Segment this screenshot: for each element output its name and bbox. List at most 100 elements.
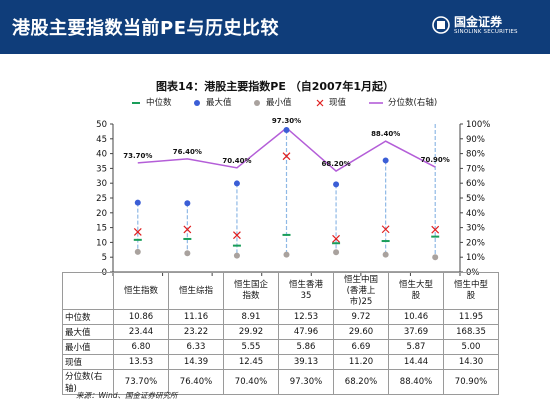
table-cell: 68.20% — [333, 369, 389, 395]
max-point — [333, 181, 340, 188]
current-mark — [183, 225, 192, 234]
min-point — [382, 251, 389, 258]
table-cell: 11.95 — [443, 309, 499, 325]
table-cell: 12.45 — [223, 354, 279, 370]
table-row-label: 最小值 — [62, 339, 114, 355]
percentile-data-label: 73.70% — [123, 152, 152, 160]
table-cell: 23.22 — [168, 324, 224, 340]
table-cell: 97.30% — [278, 369, 334, 395]
y2-tick-label: 30% — [466, 224, 485, 234]
table-cell: 47.96 — [278, 324, 334, 340]
table-cell: 88.40% — [388, 369, 444, 395]
table-cell: 5.00 — [443, 339, 499, 355]
table-cell: 8.91 — [223, 309, 279, 325]
y-tick-label: 40 — [96, 150, 107, 160]
table-row-label: 现值 — [62, 354, 114, 370]
table-cell: 5.86 — [278, 339, 334, 355]
min-point — [432, 254, 439, 261]
y-tick-label: 20 — [96, 209, 107, 219]
y2-tick-label: 80% — [466, 150, 485, 160]
table-cell: 5.87 — [388, 339, 444, 355]
max-point — [184, 200, 191, 207]
table-header-cell: 恒生中型股 — [443, 272, 499, 310]
category-label: 恒生香港 — [288, 280, 323, 290]
y-tick-label: 15 — [96, 224, 107, 234]
table-header-cell: 恒生综指 — [168, 272, 224, 310]
sinolink-logo-icon — [432, 16, 450, 34]
table-cell: 13.53 — [113, 354, 169, 370]
table-row: 中位数 10.86 11.16 8.91 12.53 9.72 10.46 11… — [62, 309, 499, 325]
min-point — [233, 252, 240, 259]
min-point — [333, 249, 340, 256]
max-dot-icon — [194, 99, 200, 106]
category-label: 市)25 — [349, 296, 373, 307]
y-tick-label: 30 — [96, 179, 107, 189]
source-note: 来源：Wind、国金证券研究所 — [76, 391, 178, 400]
category-label: 恒生中型 — [453, 280, 488, 290]
table-header-cell: 恒生国企 指数 — [223, 272, 279, 310]
max-point — [283, 127, 290, 134]
percentile-data-label: 70.90% — [421, 156, 450, 164]
table-cell: 29.60 — [333, 324, 389, 340]
table-cell: 6.80 — [113, 339, 169, 355]
y2-tick-label: 100% — [466, 120, 490, 130]
category-label: 恒生综指 — [178, 285, 213, 296]
current-mark — [381, 225, 390, 234]
table-cell: 70.40% — [223, 369, 279, 395]
percentile-data-label: 88.40% — [371, 130, 400, 138]
current-cross-icon — [316, 99, 324, 106]
data-table: 恒生指数 恒生综指 恒生国企 指数 恒生香港 35 恒生中国 (香港上 市)25 恒生大… — [62, 272, 499, 395]
table-cell: 6.69 — [333, 339, 389, 355]
brand-logo: 国金证券 SINOLINK SECURITIES — [432, 13, 544, 41]
y2-tick-label: 60% — [466, 179, 485, 189]
table-row-label: 最大值 — [62, 324, 114, 340]
table-header-cell: 恒生中国 (香港上 市)25 — [333, 272, 389, 310]
table-cell: 168.35 — [443, 324, 499, 340]
table-cell: 11.20 — [333, 354, 389, 370]
table-cell: 39.13 — [278, 354, 334, 370]
legend-item-min: 最小值 — [252, 96, 292, 110]
legend-item-max: 最大值 — [192, 96, 232, 110]
min-point — [134, 248, 141, 255]
min-dot-icon — [254, 99, 260, 106]
y-tick-label: 35 — [96, 164, 107, 174]
y2-tick-label: 20% — [466, 238, 485, 248]
table-cell: 9.72 — [333, 309, 389, 325]
table-cell: 10.46 — [388, 309, 444, 325]
category-label: 指数 — [242, 291, 260, 301]
table-row: 现值 13.53 14.39 12.45 39.13 11.20 14.44 1… — [62, 354, 499, 370]
table-cell: 12.53 — [278, 309, 334, 325]
table-cell: 73.70% — [113, 369, 169, 395]
min-point — [283, 251, 290, 258]
chart-title: 图表14：港股主要指数PE （自2007年1月起） — [156, 80, 394, 93]
header-bar: 港股主要指数当前PE与历史比较 国金证券 SINOLINK SECURITIES — [0, 0, 550, 54]
table-header-cell: 恒生香港 35 — [278, 272, 334, 310]
chart-legend: 中位数 最大值 最小值 现值 分位数(右轴) — [130, 96, 550, 110]
logo-english-name: SINOLINK SECURITIES — [454, 29, 518, 35]
chart-marks: 73.70% 76.40% 70.40% 97.30% 68.20% 88.40% 70.9… — [123, 117, 450, 261]
table-row: 最大值 23.44 23.22 29.92 47.96 29.60 37.69 … — [62, 324, 499, 340]
legend-item-median: 中位数 — [130, 96, 172, 110]
category-label: 35 — [300, 291, 312, 301]
table-header-cell: 恒生指数 — [113, 272, 169, 310]
max-point — [233, 180, 240, 187]
median-dash-icon — [132, 101, 140, 104]
logo-name: 国金证券 — [454, 15, 503, 29]
min-point — [184, 250, 191, 257]
chart-axes: 051015202530354045500%10%20%30%40%50%60%… — [96, 120, 490, 278]
table-header-row: 恒生指数 恒生综指 恒生国企 指数 恒生香港 35 恒生中国 (香港上 市)25 恒生大… — [62, 272, 499, 310]
table-row: 分位数(右轴) 73.70% 76.40% 70.40% 97.30% 68.2… — [62, 369, 499, 395]
table-cell: 14.44 — [388, 354, 444, 370]
table-row: 最小值 6.80 6.33 5.55 5.86 6.69 5.87 5.00 — [62, 339, 499, 355]
category-label: 恒生中国 — [343, 274, 378, 285]
table-row-label: 分位数(右轴) — [62, 369, 114, 395]
y2-tick-label: 40% — [466, 209, 485, 219]
category-label: 股 — [466, 291, 476, 301]
category-label: (香港上 — [346, 285, 376, 296]
y2-tick-label: 70% — [466, 164, 485, 174]
current-mark — [431, 225, 440, 234]
table-cell: 23.44 — [113, 324, 169, 340]
y-tick-label: 5 — [102, 253, 107, 263]
y2-tick-label: 10% — [466, 253, 485, 263]
current-mark — [233, 231, 241, 240]
